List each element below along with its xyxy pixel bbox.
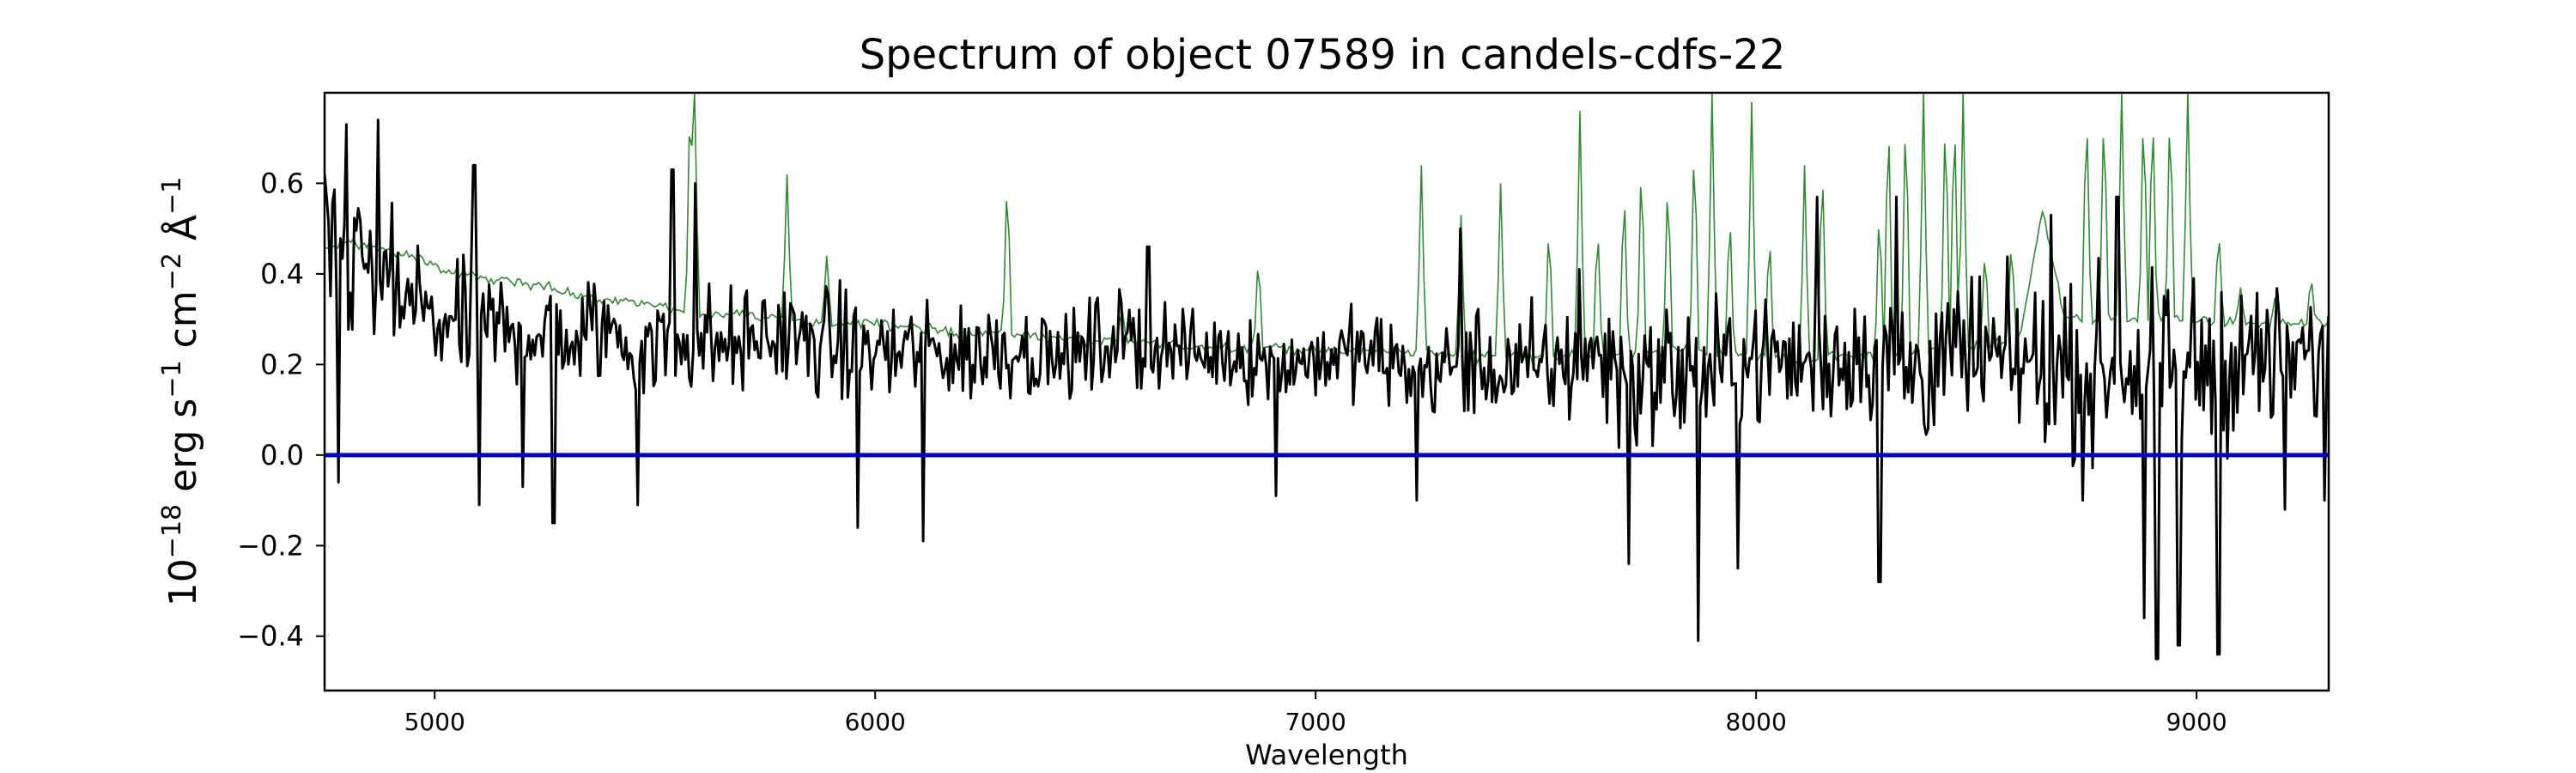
y-tick-label: 0.4 xyxy=(260,258,304,290)
x-tick-label: 5000 xyxy=(404,708,465,736)
y-tick-label: −0.4 xyxy=(237,620,304,653)
x-tick-label: 8000 xyxy=(1726,708,1787,736)
y-label-exp-3: −2 xyxy=(157,253,187,290)
noise-spectrum-path xyxy=(325,93,2329,366)
x-axis: 5000 6000 7000 8000 9000 xyxy=(404,691,2227,736)
x-tick-label: 9000 xyxy=(2166,708,2227,736)
noise-series-line xyxy=(325,93,2329,366)
y-label-exp-4: −1 xyxy=(157,177,187,215)
y-axis-label: 10−18 erg s−1 cm−2 Å−1 xyxy=(157,177,205,606)
y-label-part-base: 10 xyxy=(161,558,205,606)
flux-series-line xyxy=(325,119,2329,660)
y-axis: −0.4 −0.2 0.0 0.2 0.4 0.6 xyxy=(237,167,325,653)
y-tick-label: −0.2 xyxy=(237,529,304,562)
y-label-exp-1: −18 xyxy=(157,504,187,558)
y-label-part-cm: cm xyxy=(161,290,205,360)
y-label-part-erg: erg s xyxy=(161,399,205,504)
plot-frame xyxy=(323,91,2330,692)
y-label-part-angstrom: Å xyxy=(160,215,205,253)
y-tick-label: 0.0 xyxy=(260,439,304,472)
y-label-exp-2: −1 xyxy=(157,360,187,398)
y-tick-label: 0.2 xyxy=(260,348,304,380)
x-tick-label: 6000 xyxy=(845,708,906,736)
flux-spectrum-path xyxy=(325,119,2329,660)
x-axis-label: Wavelength xyxy=(1245,739,1408,771)
y-tick-label: 0.6 xyxy=(260,167,304,199)
chart-title: Spectrum of object 07589 in candels-cdfs… xyxy=(860,31,1786,79)
x-tick-label: 7000 xyxy=(1285,708,1346,736)
